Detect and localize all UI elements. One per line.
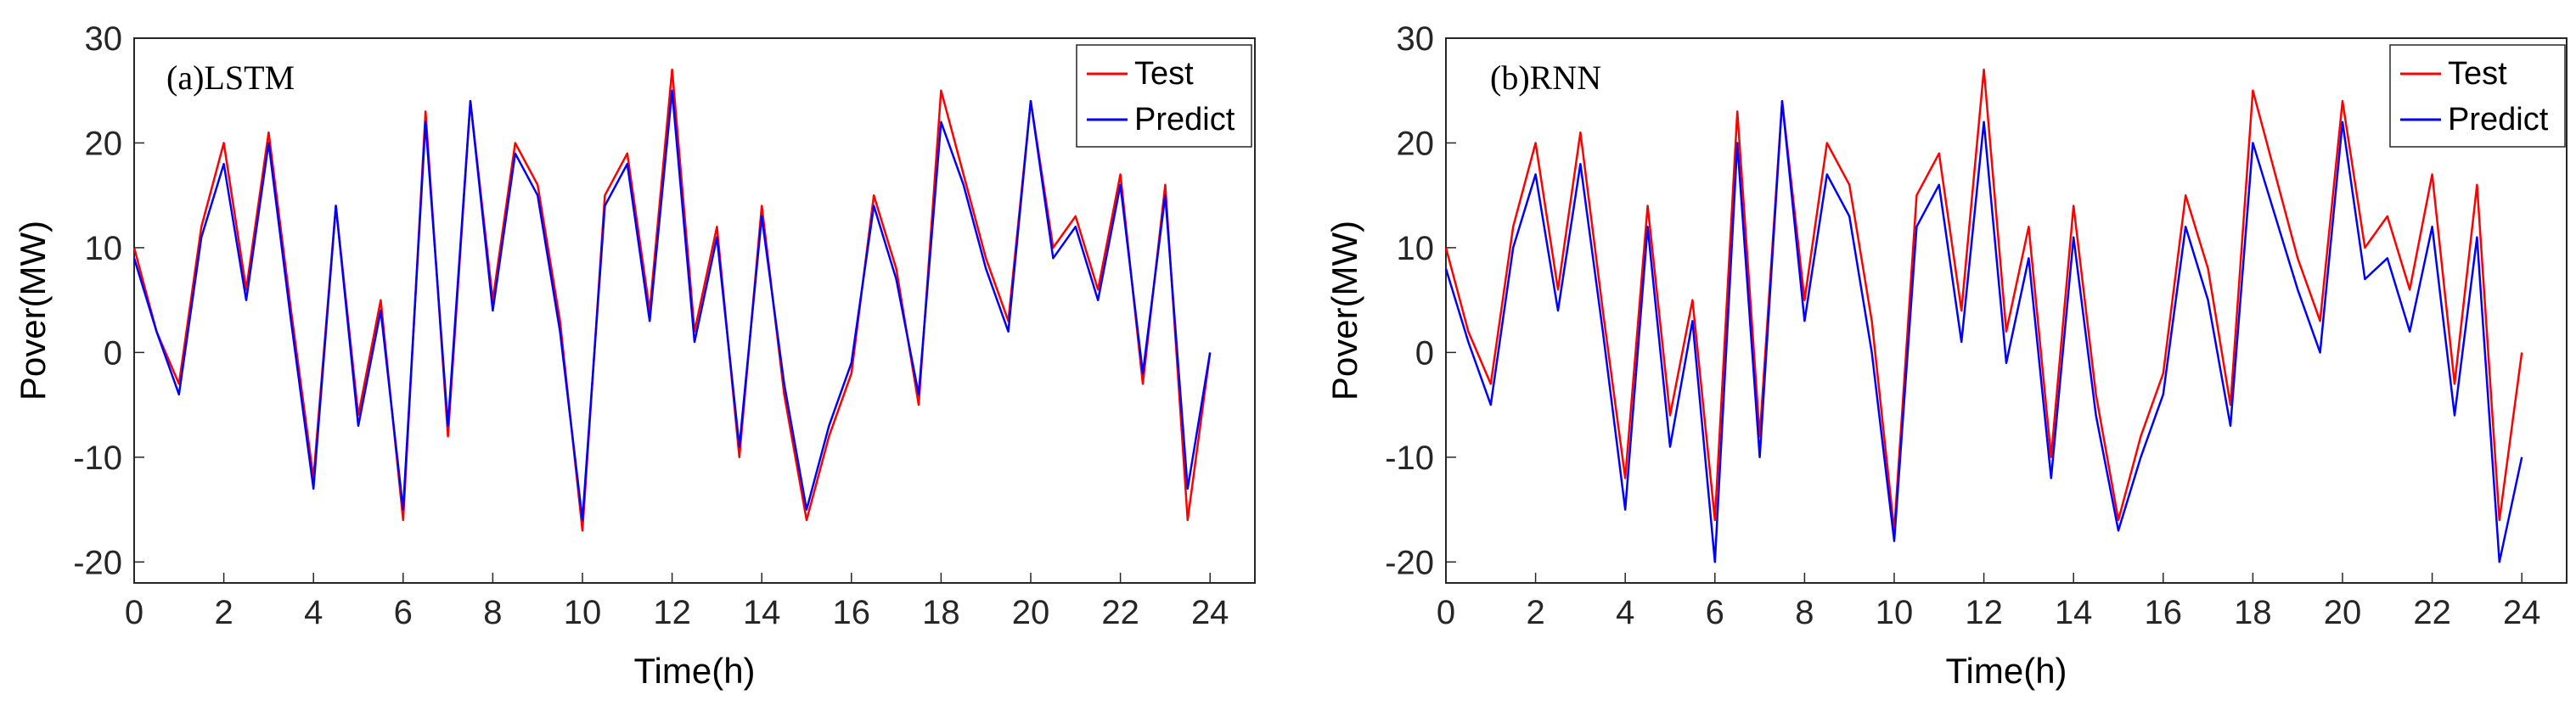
x-tick-label: 18 xyxy=(922,594,960,631)
y-tick-label: 20 xyxy=(85,125,123,162)
x-tick-label: 0 xyxy=(1437,594,1455,631)
x-tick-label: 8 xyxy=(483,594,502,631)
x-tick-label: 2 xyxy=(1526,594,1544,631)
legend-label-test: Test xyxy=(1134,56,1194,92)
legend-label-predict: Predict xyxy=(2448,102,2549,137)
legend: Test Predict xyxy=(2389,44,2566,148)
x-tick-label: 20 xyxy=(2324,594,2362,631)
x-tick-label: 22 xyxy=(2413,594,2451,631)
x-tick-label: 6 xyxy=(394,594,413,631)
y-axis-label: Pover(MW) xyxy=(1325,221,1364,401)
plot-area xyxy=(133,37,1256,584)
y-tick-label: -20 xyxy=(73,544,122,581)
x-tick-label: 10 xyxy=(1876,594,1914,631)
y-ticks: -20 -10 0 10 20 30 xyxy=(1385,20,1456,581)
legend: Test Predict xyxy=(1076,44,1252,148)
x-tick-label: 20 xyxy=(1012,594,1050,631)
y-tick-label: 0 xyxy=(104,334,122,372)
x-ticks: 0 2 4 6 8 10 12 14 16 18 20 22 24 xyxy=(125,573,1229,631)
y-axis-label: Pover(MW) xyxy=(13,221,53,401)
legend-box xyxy=(1076,44,1252,148)
x-axis-label: Time(h) xyxy=(1945,651,2067,691)
y-tick-label: 10 xyxy=(1397,230,1435,267)
x-tick-label: 4 xyxy=(1616,594,1634,631)
y-tick-label: 10 xyxy=(85,230,123,267)
x-tick-label: 16 xyxy=(2145,594,2183,631)
x-tick-label: 6 xyxy=(1706,594,1724,631)
x-ticks: 0 2 4 6 8 10 12 14 16 18 20 22 24 xyxy=(1437,573,2541,631)
y-tick-label: -20 xyxy=(1385,544,1434,581)
legend-label-test: Test xyxy=(2448,56,2507,92)
y-tick-label: 20 xyxy=(1397,125,1435,162)
x-tick-label: 18 xyxy=(2234,594,2272,631)
panel-label: (a)LSTM xyxy=(166,59,295,97)
y-tick-label: 30 xyxy=(85,20,123,58)
y-tick-label: 0 xyxy=(1415,334,1434,372)
series-lines xyxy=(132,68,1212,532)
panel-label: (b)RNN xyxy=(1490,59,1601,97)
legend-label-predict: Predict xyxy=(1134,102,1235,137)
x-tick-label: 4 xyxy=(304,594,323,631)
series-lines xyxy=(1444,68,2523,563)
x-tick-label: 8 xyxy=(1795,594,1814,631)
x-tick-label: 24 xyxy=(1191,594,1229,631)
x-tick-label: 2 xyxy=(214,594,233,631)
y-tick-label: 30 xyxy=(1397,20,1435,58)
y-tick-label: -10 xyxy=(1385,440,1434,477)
y-tick-label: -10 xyxy=(73,440,122,477)
x-tick-label: 12 xyxy=(1965,594,2003,631)
y-ticks: -20 -10 0 10 20 30 xyxy=(73,20,144,581)
legend-box xyxy=(2389,44,2566,148)
x-tick-label: 24 xyxy=(2503,594,2541,631)
x-axis-label: Time(h) xyxy=(633,651,755,691)
x-tick-label: 10 xyxy=(564,594,602,631)
x-tick-label: 14 xyxy=(2055,594,2093,631)
plot-area xyxy=(1445,37,2568,584)
x-tick-label: 16 xyxy=(833,594,871,631)
x-tick-label: 12 xyxy=(653,594,691,631)
x-tick-label: 14 xyxy=(743,594,781,631)
x-tick-label: 0 xyxy=(125,594,143,631)
x-tick-label: 22 xyxy=(1101,594,1139,631)
